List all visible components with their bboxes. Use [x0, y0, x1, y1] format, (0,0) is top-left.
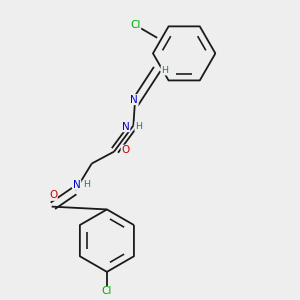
Text: N: N: [122, 122, 130, 132]
Text: H: H: [83, 180, 90, 189]
Text: H: H: [161, 66, 168, 75]
Text: Cl: Cl: [102, 286, 112, 296]
Text: O: O: [121, 145, 130, 155]
Text: N: N: [73, 180, 81, 190]
Text: N: N: [130, 94, 138, 105]
Text: O: O: [49, 190, 57, 200]
Text: H: H: [135, 122, 142, 131]
Text: Cl: Cl: [130, 20, 141, 30]
